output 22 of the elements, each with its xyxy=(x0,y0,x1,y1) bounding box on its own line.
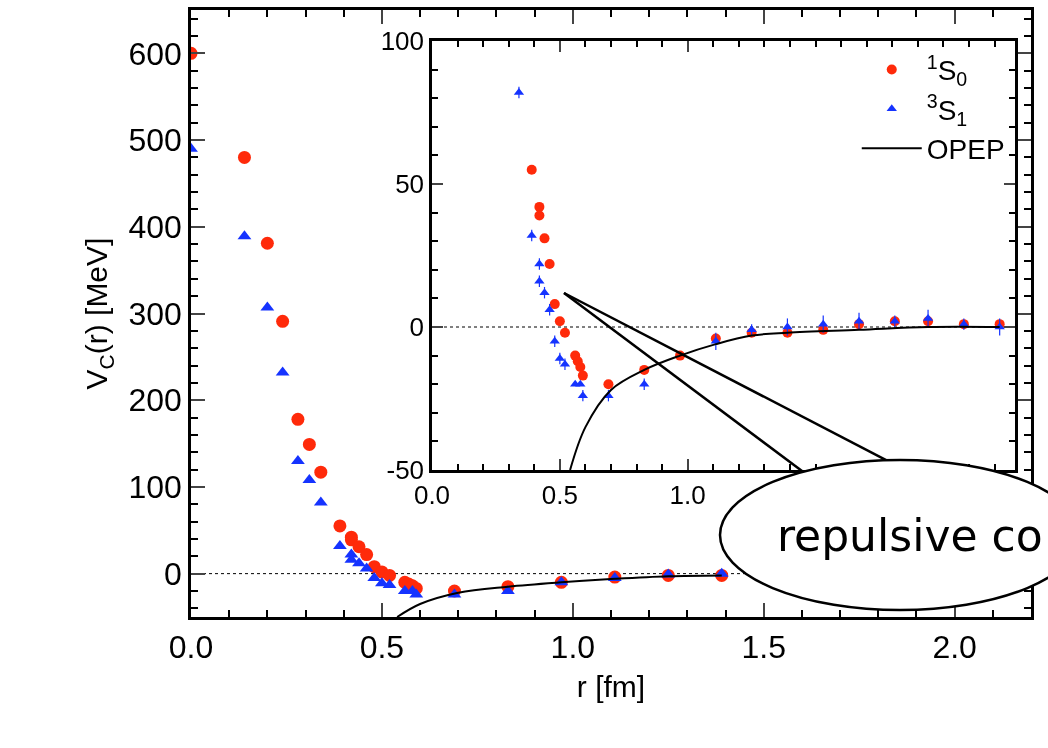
y-tick-label: 600 xyxy=(128,35,182,72)
x-tick-label: 2.0 xyxy=(932,629,977,666)
y-tick-label: 400 xyxy=(128,208,182,245)
y-tick-label: 100 xyxy=(380,26,425,57)
y-tick-label: 50 xyxy=(395,169,425,200)
x-axis-title: r [fm] xyxy=(576,669,646,703)
x-tick-label: 1.5 xyxy=(741,629,786,666)
x-tick-label: 0.5 xyxy=(359,629,405,666)
x-tick-label: 1.0 xyxy=(669,479,706,510)
y-tick-label: 200 xyxy=(128,382,182,419)
x-tick-label: 0.0 xyxy=(168,629,214,666)
y-tick-label: 0 xyxy=(164,555,182,592)
legend-label: $^{3}$S$_{1}$ xyxy=(926,90,968,130)
annotation: repulsive co xyxy=(777,510,1043,561)
x-tick-label: 1.0 xyxy=(550,629,596,666)
y-tick-label: 300 xyxy=(128,295,182,332)
y-tick-label: 500 xyxy=(128,122,182,159)
legend-label: $^{1}$S$_{0}$ xyxy=(926,50,968,91)
y-tick-label: 100 xyxy=(128,469,182,506)
x-tick-label: 0.5 xyxy=(541,479,578,510)
y-tick-label: 0 xyxy=(409,312,425,343)
legend-label: OPEP xyxy=(926,134,1005,166)
